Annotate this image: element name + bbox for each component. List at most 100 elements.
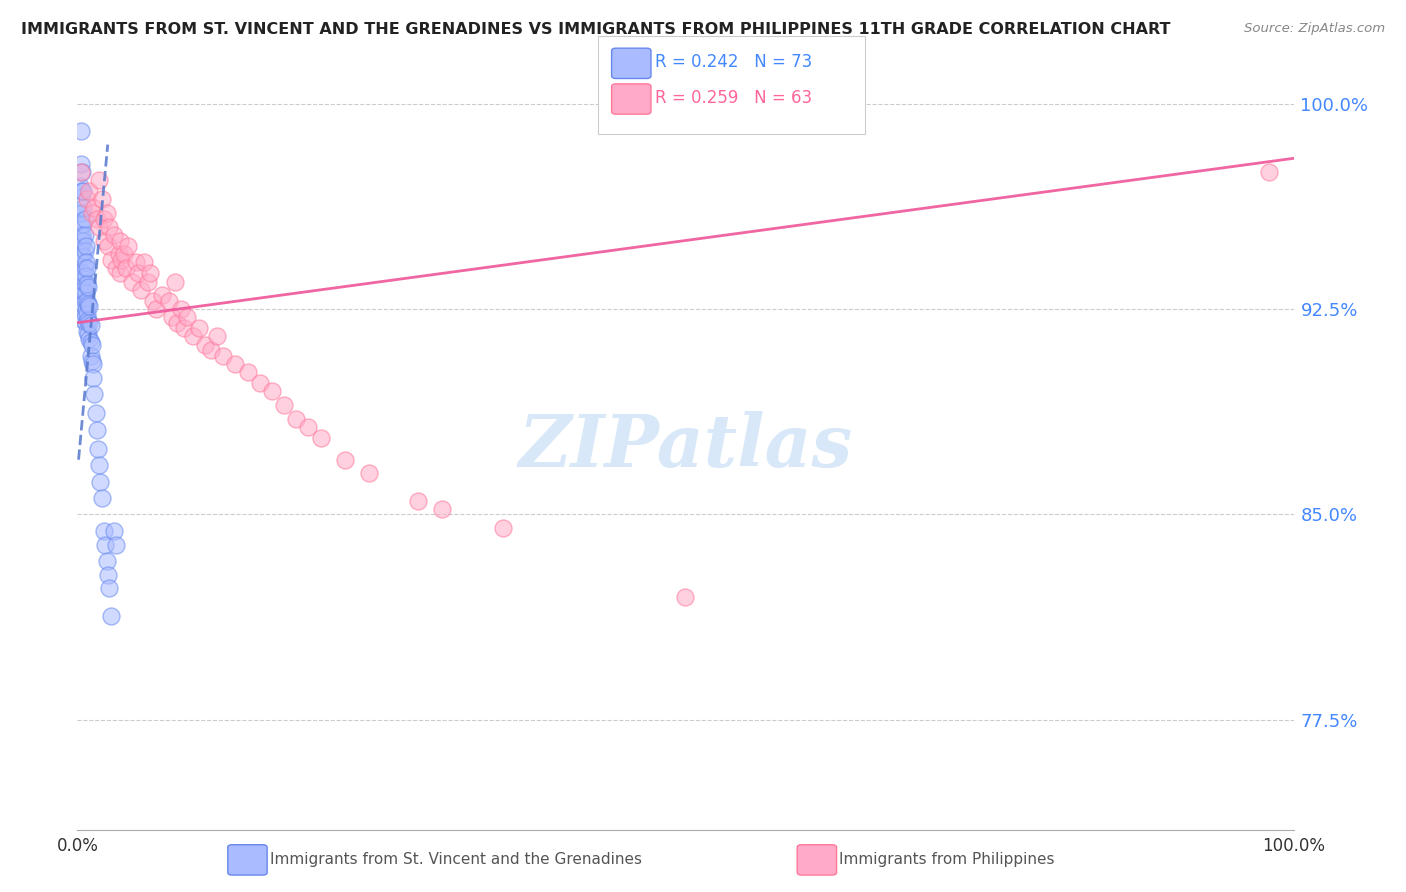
- Point: [112, 247, 135, 261]
- Point: [72, 283, 94, 297]
- Point: [89, 219, 111, 234]
- Point: [205, 329, 228, 343]
- Point: [93, 211, 115, 226]
- Point: [142, 293, 165, 308]
- Text: R = 0.242   N = 73: R = 0.242 N = 73: [655, 54, 813, 71]
- Point: [70, 189, 93, 203]
- Point: [82, 370, 104, 384]
- Point: [1258, 165, 1281, 179]
- Point: [72, 217, 94, 231]
- Point: [75, 255, 97, 269]
- Point: [108, 234, 131, 248]
- Text: Source: ZipAtlas.com: Source: ZipAtlas.com: [1244, 22, 1385, 36]
- Point: [160, 310, 183, 325]
- Point: [359, 467, 381, 481]
- Point: [236, 365, 259, 379]
- Point: [89, 475, 111, 489]
- Point: [333, 452, 356, 467]
- Point: [76, 193, 98, 207]
- Point: [70, 124, 93, 138]
- Point: [80, 206, 103, 220]
- Point: [492, 521, 515, 535]
- Point: [94, 538, 117, 552]
- Point: [79, 184, 101, 198]
- Point: [145, 301, 167, 316]
- Point: [73, 227, 96, 242]
- Point: [77, 280, 100, 294]
- Point: [125, 255, 148, 269]
- Point: [73, 308, 96, 322]
- Point: [75, 239, 97, 253]
- Point: [89, 173, 111, 187]
- Point: [72, 313, 94, 327]
- Point: [96, 554, 118, 568]
- Point: [105, 538, 128, 552]
- Point: [115, 260, 138, 275]
- Point: [70, 206, 93, 220]
- Point: [249, 376, 271, 390]
- Point: [75, 316, 97, 330]
- Point: [273, 398, 295, 412]
- Point: [70, 288, 93, 302]
- Point: [105, 260, 128, 275]
- Point: [194, 337, 217, 351]
- Point: [72, 234, 94, 248]
- Point: [212, 349, 235, 363]
- Point: [97, 567, 120, 582]
- Point: [84, 406, 107, 420]
- Point: [77, 313, 100, 327]
- Point: [70, 157, 93, 171]
- Point: [73, 293, 96, 308]
- Point: [70, 269, 93, 284]
- Point: [79, 332, 101, 346]
- Point: [90, 491, 112, 505]
- Point: [675, 590, 697, 604]
- Point: [163, 275, 186, 289]
- Point: [103, 227, 125, 242]
- Point: [82, 357, 104, 371]
- Point: [100, 252, 122, 267]
- Point: [70, 239, 93, 253]
- Point: [86, 423, 108, 437]
- Point: [72, 201, 94, 215]
- Point: [69, 178, 91, 193]
- Point: [157, 293, 180, 308]
- Point: [79, 299, 101, 313]
- Point: [224, 357, 246, 371]
- Point: [83, 387, 105, 401]
- Point: [176, 310, 198, 325]
- Point: [75, 285, 97, 300]
- Point: [80, 334, 103, 349]
- Point: [107, 247, 129, 261]
- Point: [77, 296, 100, 310]
- Point: [72, 266, 94, 280]
- Point: [73, 211, 96, 226]
- Point: [100, 608, 122, 623]
- Point: [70, 214, 93, 228]
- Point: [121, 275, 143, 289]
- Point: [173, 321, 195, 335]
- Point: [70, 247, 93, 261]
- Point: [75, 269, 97, 284]
- Point: [110, 252, 132, 267]
- Point: [200, 343, 222, 357]
- Point: [70, 165, 93, 179]
- Text: ZIPatlas: ZIPatlas: [519, 410, 852, 482]
- Point: [297, 419, 319, 434]
- Point: [69, 227, 91, 242]
- Point: [80, 337, 103, 351]
- Point: [309, 431, 332, 445]
- Point: [108, 266, 131, 280]
- Point: [73, 244, 96, 259]
- Point: [80, 349, 103, 363]
- Point: [285, 411, 308, 425]
- Point: [83, 201, 105, 215]
- Point: [73, 277, 96, 292]
- Point: [77, 326, 100, 341]
- Point: [70, 165, 93, 179]
- Point: [166, 316, 188, 330]
- Point: [96, 206, 118, 220]
- Point: [72, 184, 94, 198]
- Point: [80, 354, 103, 368]
- Point: [117, 239, 139, 253]
